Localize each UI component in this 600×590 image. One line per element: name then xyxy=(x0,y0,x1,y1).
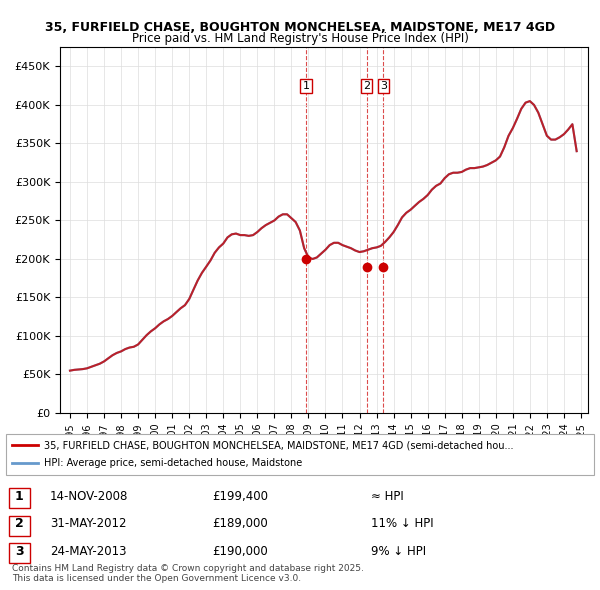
FancyBboxPatch shape xyxy=(6,434,594,475)
Text: 2: 2 xyxy=(363,81,370,91)
Text: £199,400: £199,400 xyxy=(212,490,268,503)
Text: 24-MAY-2013: 24-MAY-2013 xyxy=(50,545,127,558)
Text: 1: 1 xyxy=(15,490,23,503)
Text: 11% ↓ HPI: 11% ↓ HPI xyxy=(371,517,433,530)
Text: 14-NOV-2008: 14-NOV-2008 xyxy=(50,490,128,503)
Text: 2: 2 xyxy=(15,517,23,530)
Text: ≈ HPI: ≈ HPI xyxy=(371,490,403,503)
Text: £190,000: £190,000 xyxy=(212,545,268,558)
Text: Price paid vs. HM Land Registry's House Price Index (HPI): Price paid vs. HM Land Registry's House … xyxy=(131,32,469,45)
Text: Contains HM Land Registry data © Crown copyright and database right 2025.
This d: Contains HM Land Registry data © Crown c… xyxy=(12,563,364,583)
Text: 35, FURFIELD CHASE, BOUGHTON MONCHELSEA, MAIDSTONE, ME17 4GD (semi-detached hou.: 35, FURFIELD CHASE, BOUGHTON MONCHELSEA,… xyxy=(44,440,514,450)
FancyBboxPatch shape xyxy=(9,488,29,508)
Text: HPI: Average price, semi-detached house, Maidstone: HPI: Average price, semi-detached house,… xyxy=(44,458,302,468)
Text: £189,000: £189,000 xyxy=(212,517,268,530)
FancyBboxPatch shape xyxy=(9,543,29,563)
Text: 35, FURFIELD CHASE, BOUGHTON MONCHELSEA, MAIDSTONE, ME17 4GD: 35, FURFIELD CHASE, BOUGHTON MONCHELSEA,… xyxy=(45,21,555,34)
Text: 3: 3 xyxy=(15,545,23,558)
Text: 3: 3 xyxy=(380,81,387,91)
Text: 1: 1 xyxy=(303,81,310,91)
Text: 9% ↓ HPI: 9% ↓ HPI xyxy=(371,545,425,558)
Text: 31-MAY-2012: 31-MAY-2012 xyxy=(50,517,127,530)
FancyBboxPatch shape xyxy=(9,516,29,536)
